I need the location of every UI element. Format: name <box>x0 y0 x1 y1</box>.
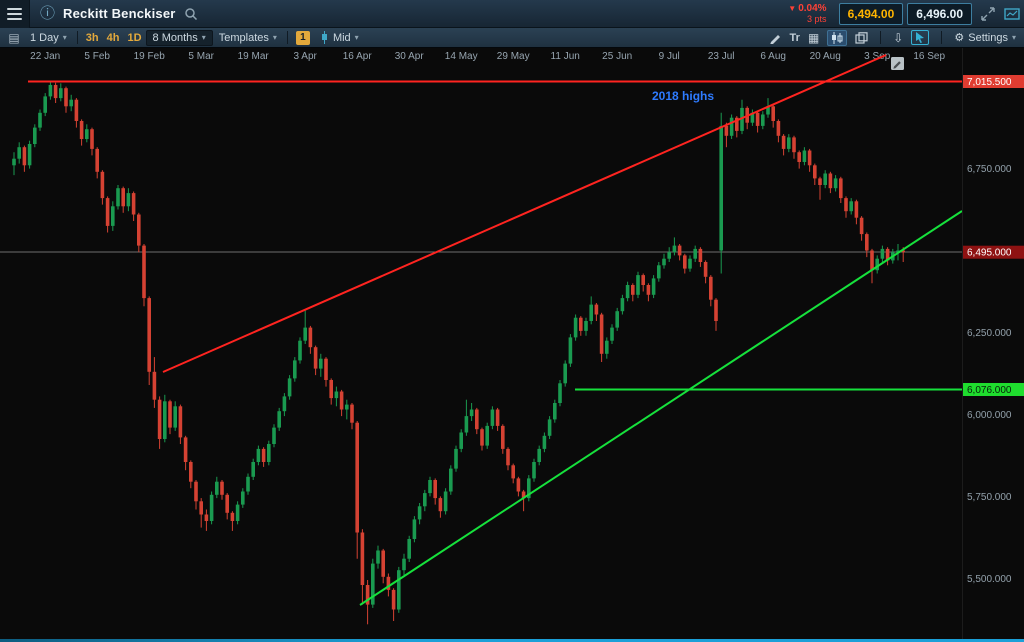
candle-icon <box>321 31 327 44</box>
change-percent: 0.04% <box>798 2 827 14</box>
svg-text:6,000.000: 6,000.000 <box>967 410 1012 421</box>
chevron-down-icon: ▾ <box>354 33 359 42</box>
chevron-down-icon: ▾ <box>201 33 206 42</box>
svg-text:3 Sep: 3 Sep <box>864 51 891 62</box>
search-icon[interactable] <box>184 7 198 21</box>
toolbar-divider <box>76 31 78 44</box>
svg-text:29 May: 29 May <box>497 51 530 62</box>
draw-tool-icon[interactable] <box>769 31 782 44</box>
svg-text:9 Jul: 9 Jul <box>659 51 680 62</box>
chart-area: 22 Jan 5 Feb 19 Feb 5 Mar 19 Mar 3 Apr 16 Apr 3… <box>0 48 1024 639</box>
gear-icon: ⚙ <box>954 32 965 44</box>
quick-period-1d[interactable]: 1D <box>127 31 142 44</box>
toolbar-divider <box>286 31 288 44</box>
svg-text:30 Apr: 30 Apr <box>395 51 425 62</box>
chevron-down-icon: ▾ <box>272 33 277 42</box>
chart-list-icon[interactable]: ▤ <box>8 30 20 45</box>
quick-period-3h[interactable]: 3h <box>85 31 99 44</box>
header: ⓘ Reckitt Benckiser ▼ 0.04% 3 pts 6,494.0… <box>0 0 1024 28</box>
svg-text:7,015.500: 7,015.500 <box>967 77 1012 88</box>
instrument-title: Reckitt Benckiser <box>63 6 176 21</box>
svg-text:22 Jan: 22 Jan <box>30 51 60 62</box>
svg-text:5,500.000: 5,500.000 <box>967 574 1012 585</box>
svg-text:11 Jun: 11 Jun <box>551 51 580 62</box>
menu-button[interactable] <box>0 0 30 28</box>
svg-text:16 Apr: 16 Apr <box>343 51 373 62</box>
trendline-handle-icon <box>891 57 904 70</box>
price-chart-canvas[interactable]: 22 Jan 5 Feb 19 Feb 5 Mar 19 Mar 3 Apr 16 Apr 3… <box>0 48 1024 639</box>
sell-price-button[interactable]: 6,494.00 <box>838 2 904 25</box>
buy-price-button[interactable]: 6,496.00 <box>907 2 972 25</box>
svg-text:16 Sep: 16 Sep <box>913 51 945 62</box>
grid-icon[interactable]: ▦ <box>807 30 820 45</box>
chart-annotation-text: 2018 highs <box>652 89 714 103</box>
pop-out-icon[interactable] <box>981 6 995 21</box>
chevron-down-icon: ▾ <box>62 33 67 42</box>
layers-icon[interactable] <box>855 31 868 44</box>
price-axis: 7,015.500 6,750.000 6,495.000 6,250.000 6,07… <box>963 75 1024 585</box>
svg-text:6,076.000: 6,076.000 <box>967 385 1012 396</box>
price-change: ▼ 0.04% 3 pts <box>788 3 826 25</box>
svg-text:5,750.000: 5,750.000 <box>967 492 1012 503</box>
svg-text:14 May: 14 May <box>445 51 478 62</box>
templates-dropdown[interactable]: Templates ▾ <box>218 31 277 44</box>
svg-text:6,750.000: 6,750.000 <box>967 164 1012 175</box>
price-down-arrow-icon: ▼ <box>788 3 797 13</box>
red-trendline <box>162 54 887 373</box>
svg-text:3 Apr: 3 Apr <box>294 51 318 62</box>
quick-period-4h[interactable]: 4h <box>106 31 120 44</box>
svg-text:6 Aug: 6 Aug <box>760 51 786 62</box>
green-trendline <box>359 210 963 606</box>
candles-layer <box>12 81 905 625</box>
svg-text:20 Aug: 20 Aug <box>810 51 841 62</box>
info-icon[interactable]: ⓘ <box>40 5 56 22</box>
svg-text:19 Mar: 19 Mar <box>238 51 270 62</box>
period-dropdown[interactable]: 1 Day ▾ <box>30 31 67 44</box>
candlestick-style-icon[interactable] <box>827 29 848 46</box>
svg-text:25 Jun: 25 Jun <box>602 51 632 62</box>
svg-text:5 Mar: 5 Mar <box>188 51 214 62</box>
svg-text:6,250.000: 6,250.000 <box>967 328 1012 339</box>
line-width-button[interactable]: 1 <box>295 30 310 45</box>
change-points: 3 pts <box>807 14 827 25</box>
price-type-dropdown[interactable]: Mid ▾ <box>314 30 365 45</box>
send-down-icon[interactable]: ⇩ <box>893 30 904 45</box>
chevron-down-icon: ▾ <box>1011 33 1016 42</box>
bottom-accent-bar <box>0 639 1024 642</box>
toolbar-divider <box>941 31 943 44</box>
svg-text:19 Feb: 19 Feb <box>134 51 166 62</box>
pointer-tool-icon[interactable] <box>911 30 930 45</box>
text-tool-icon[interactable]: Tr <box>789 31 800 44</box>
settings-button[interactable]: ⚙ Settings ▾ <box>954 31 1016 45</box>
toolbar-divider <box>880 31 882 44</box>
chart-toolbar: ▤ 1 Day ▾ 3h 4h 1D 8 Months ▾ Templates ▾ 1… <box>0 28 1024 48</box>
svg-text:23 Jul: 23 Jul <box>708 51 735 62</box>
chart-window-icon[interactable] <box>1004 7 1020 21</box>
svg-text:6,495.000: 6,495.000 <box>967 248 1012 259</box>
svg-text:5 Feb: 5 Feb <box>84 51 110 62</box>
range-dropdown[interactable]: 8 Months ▾ <box>145 29 213 46</box>
